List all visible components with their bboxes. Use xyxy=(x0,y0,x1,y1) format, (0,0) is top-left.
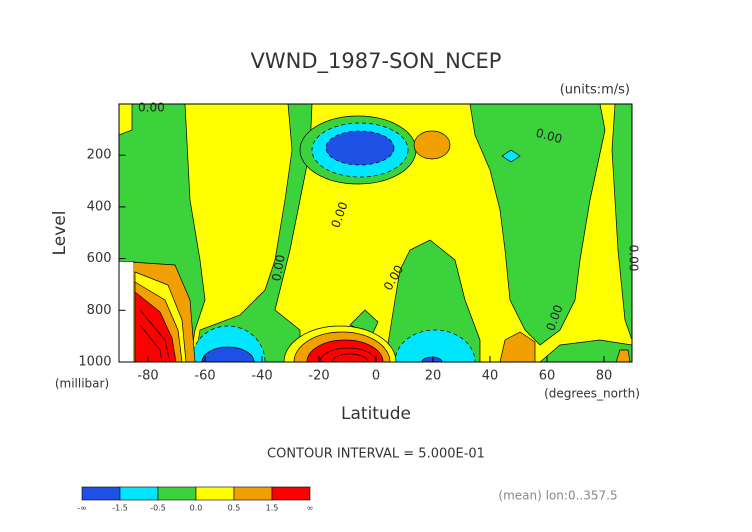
y-unit-label: (millibar) xyxy=(55,377,109,391)
contour-line xyxy=(319,347,377,362)
x-tick-label: 60 xyxy=(539,369,556,384)
contour-field xyxy=(119,104,632,362)
region xyxy=(413,130,451,160)
x-unit-label: (degrees_north) xyxy=(544,387,640,401)
y-tick-label: 600 xyxy=(87,251,112,266)
x-tick-label: 40 xyxy=(482,369,499,384)
region xyxy=(394,329,476,362)
y-tick-label: 800 xyxy=(87,303,112,318)
x-tick-label: 20 xyxy=(425,369,442,384)
x-tick-label: -80 xyxy=(137,369,158,384)
colorbar-label: -1.5 xyxy=(112,504,128,513)
colorbar-box xyxy=(119,486,159,501)
region xyxy=(539,339,632,362)
x-tick-label: -20 xyxy=(308,369,329,384)
colorbar-box xyxy=(271,486,311,501)
region xyxy=(501,149,521,163)
x-axis-label: Latitude xyxy=(341,404,411,424)
x-tick-label: -60 xyxy=(194,369,215,384)
y-axis-label: Level xyxy=(50,211,70,256)
x-tick-label: 0 xyxy=(372,369,380,384)
contour-interval: CONTOUR INTERVAL = 5.000E-01 xyxy=(267,447,485,462)
region xyxy=(201,346,255,362)
chart-title: VWND_1987-SON_NCEP xyxy=(251,49,502,74)
x-tick-label: -40 xyxy=(251,369,272,384)
colorbar-box xyxy=(195,486,235,501)
contour-label: 0.00 xyxy=(627,245,641,272)
region xyxy=(306,339,384,362)
region xyxy=(325,130,395,166)
contour-label: 0.00 xyxy=(269,254,287,283)
x-tick-label: 80 xyxy=(596,369,613,384)
y-tick-label: 400 xyxy=(87,199,112,214)
colorbar-label: 0.5 xyxy=(228,504,241,513)
contour-line xyxy=(331,353,369,362)
units-label: (units:m/s) xyxy=(560,83,630,98)
region xyxy=(384,239,481,362)
y-tick-label: 1000 xyxy=(78,355,111,370)
contour-label: 0.00 xyxy=(534,126,563,146)
y-tick-label: 200 xyxy=(87,148,112,163)
colorbar-label: -∞ xyxy=(77,504,87,513)
colorbar-label: ∞ xyxy=(307,504,314,513)
colorbar-box xyxy=(157,486,197,501)
colorbar-box xyxy=(81,486,121,501)
region xyxy=(421,356,443,362)
footnote: (mean) lon:0..357.5 xyxy=(498,489,617,503)
region xyxy=(611,104,632,341)
region xyxy=(615,349,631,362)
contour-line xyxy=(139,309,171,362)
missing-data xyxy=(119,262,133,362)
colorbar-label: -0.5 xyxy=(150,504,166,513)
colorbar-label: 1.5 xyxy=(266,504,279,513)
region xyxy=(499,331,536,362)
colorbar-label: 0.0 xyxy=(190,504,203,513)
colorbar-box xyxy=(233,486,273,501)
region xyxy=(469,104,606,346)
contour-label: 0.00 xyxy=(138,101,165,115)
